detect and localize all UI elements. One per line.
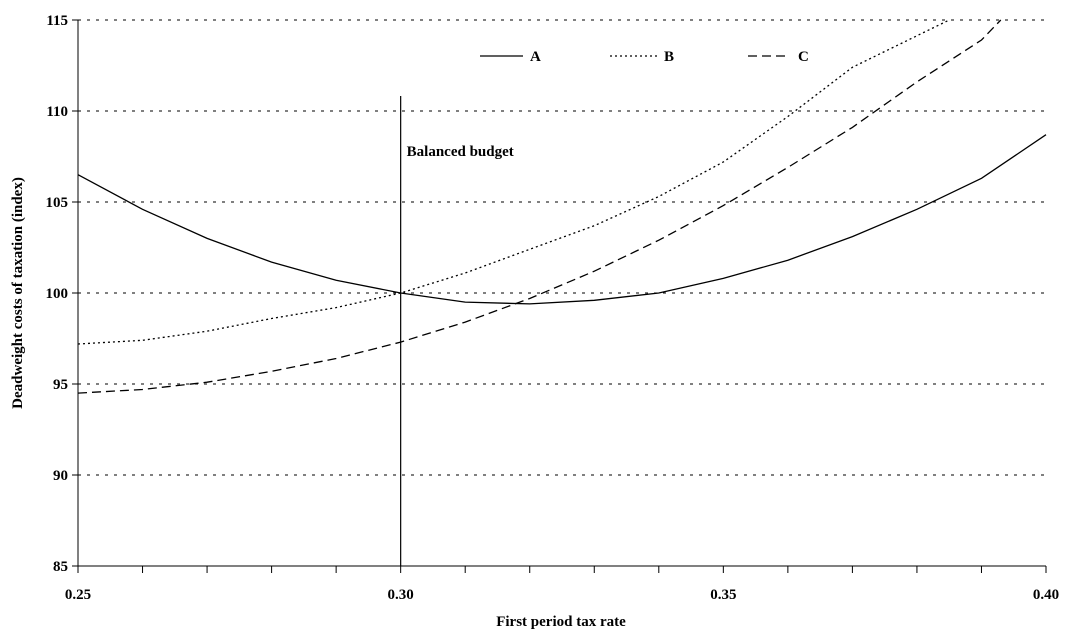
y-tick-label: 95 bbox=[53, 377, 68, 393]
y-tick-label: 90 bbox=[53, 468, 68, 484]
x-tick-label: 0.35 bbox=[710, 587, 736, 603]
legend-label-c: C bbox=[798, 49, 809, 65]
series-line-b bbox=[77, 19, 950, 345]
balanced-budget-label: Balanced budget bbox=[407, 144, 514, 160]
axes: 85 90 95 100 105 110 115 0.25 0.30 0.35 0.40 bbox=[46, 13, 1060, 603]
series-lines bbox=[77, 19, 1047, 394]
series-line-c bbox=[77, 19, 1002, 394]
x-axis-title: First period tax rate bbox=[496, 614, 626, 630]
y-axis-title: Deadweight costs of taxation (index) bbox=[10, 177, 26, 409]
x-tick-label: 0.25 bbox=[65, 587, 91, 603]
x-tick-label: 0.40 bbox=[1033, 587, 1059, 603]
annotations: Balanced budget bbox=[400, 96, 514, 566]
y-tick-label: 110 bbox=[46, 104, 68, 120]
y-tick-label: 85 bbox=[53, 559, 68, 575]
legend: A B C bbox=[480, 49, 809, 65]
legend-label-b: B bbox=[664, 49, 674, 65]
gridlines bbox=[78, 19, 1046, 476]
y-tick-label: 115 bbox=[46, 13, 68, 29]
x-tick-label: 0.30 bbox=[388, 587, 414, 603]
legend-label-a: A bbox=[530, 49, 541, 65]
y-tick-label: 105 bbox=[46, 195, 69, 211]
y-tick-label: 100 bbox=[46, 286, 69, 302]
series-line-a bbox=[77, 134, 1047, 305]
